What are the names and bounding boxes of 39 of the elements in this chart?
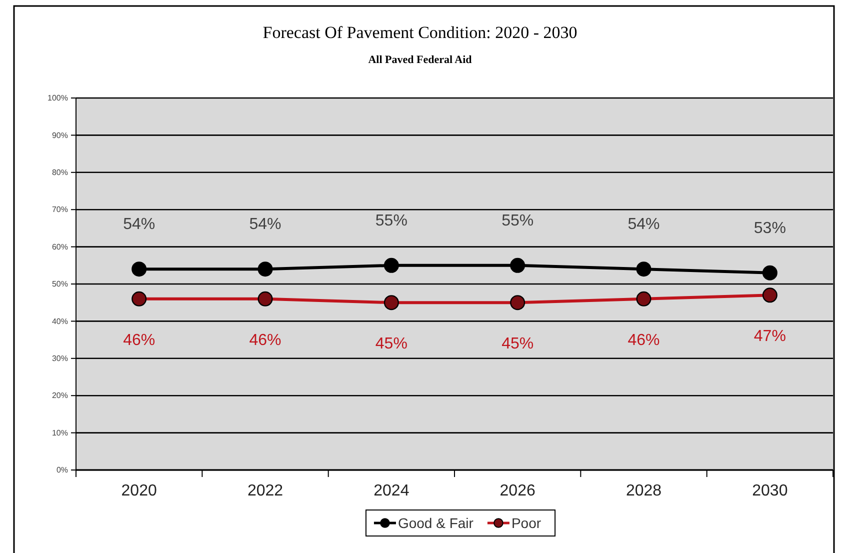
y-tick-label: 40% [52,316,68,326]
y-tick-label: 80% [52,168,68,177]
data-label: 54% [249,216,282,234]
x-tick-label: 2030 [752,482,788,500]
y-tick-label: 30% [52,354,68,363]
y-tick-label: 50% [52,280,68,289]
data-label: 55% [502,212,534,230]
data-label: 55% [375,212,408,230]
y-tick-label: 0% [56,466,68,475]
point [636,262,652,277]
y-tick-label: 20% [52,391,68,400]
y-tick-label: 70% [52,205,68,214]
legend-label: Poor [511,515,542,531]
y-tick-label: 90% [52,130,68,140]
y-tick-label: 100% [48,94,68,103]
chart-title: Forecast Of Pavement Condition: 2020 - 2030 [262,23,578,42]
chart-subtitle: All Paved Federal Aid [368,54,472,66]
data-label: 45% [375,336,408,353]
point [762,265,778,280]
legend-label: Good & Fair [398,515,474,531]
point [258,262,273,277]
point [132,262,147,277]
data-label: 45% [502,336,534,353]
data-label: 53% [754,220,786,237]
data-label: 46% [123,332,156,349]
x-tick-label: 2028 [626,482,662,500]
x-tick-label: 2024 [374,482,410,500]
data-label: 47% [754,328,786,346]
y-tick-label: 60% [52,242,68,252]
data-label: 54% [628,216,660,234]
x-tick-label: 2022 [247,482,284,500]
data-label: 54% [123,216,156,234]
point [384,258,399,273]
point [510,258,526,273]
data-label: 46% [249,332,282,349]
y-tick-label: 10% [52,428,68,438]
x-tick-label: 2026 [500,482,536,500]
data-label: 46% [628,332,660,349]
x-tick-label: 2020 [121,482,157,500]
